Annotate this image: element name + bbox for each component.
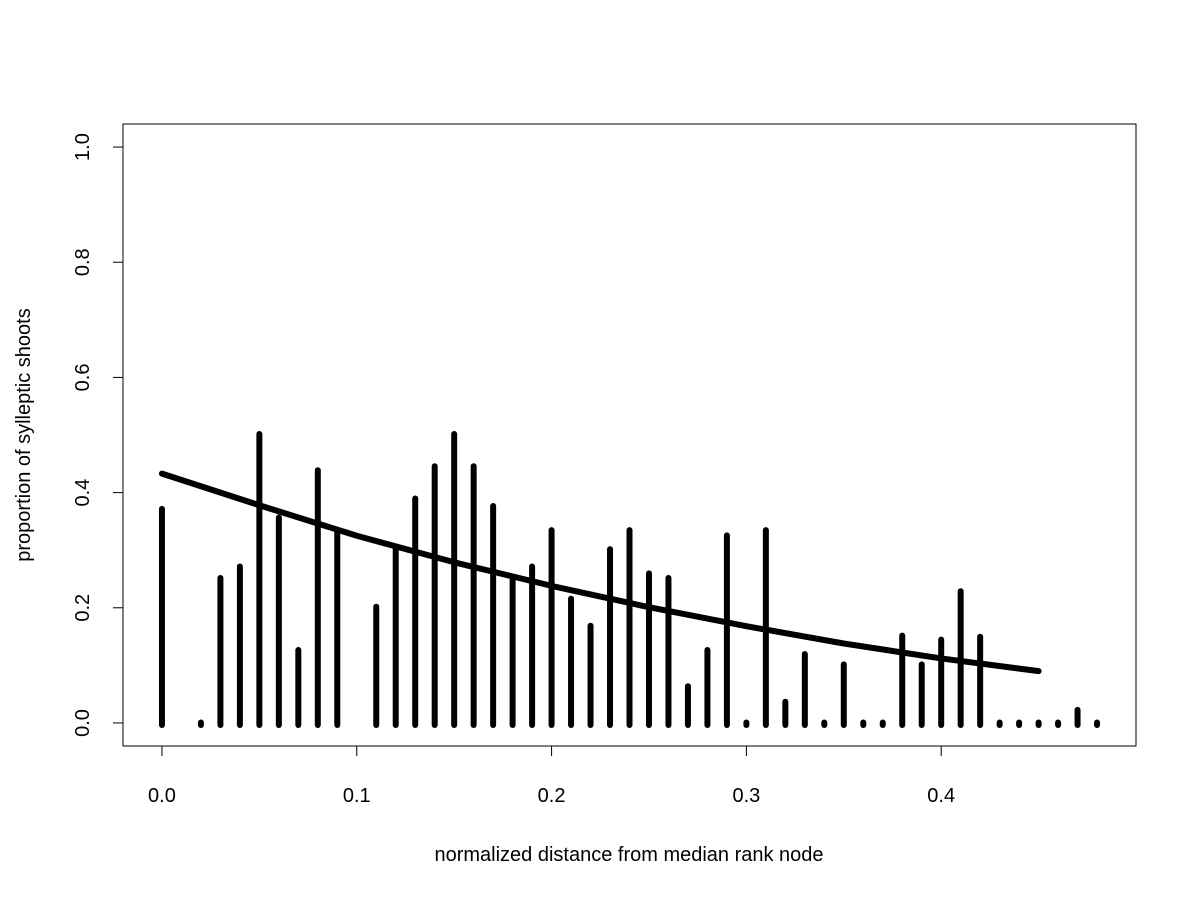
y-axis-label: proportion of sylleptic shoots <box>13 308 35 561</box>
y-tick-label: 0.4 <box>72 479 94 507</box>
y-tick-label: 0.8 <box>72 248 94 276</box>
fit-curve <box>158 470 1042 675</box>
y-tick-label: 0.2 <box>72 594 94 622</box>
y-tick-label: 1.0 <box>72 133 94 161</box>
x-axis-label: normalized distance from median rank nod… <box>434 844 823 866</box>
bars <box>158 431 1101 728</box>
x-tick-label: 0.4 <box>927 785 955 807</box>
x-tick-label: 0.0 <box>148 785 176 807</box>
x-tick-label: 0.2 <box>538 785 566 807</box>
x-axis: 0.0 0.1 0.2 0.3 0.4 <box>148 745 955 807</box>
y-axis: 0.0 0.2 0.4 0.6 0.8 1.0 <box>72 133 124 737</box>
fit-curve-group <box>158 470 1042 675</box>
y-tick-label: 0.0 <box>72 709 94 737</box>
y-tick-label: 0.6 <box>72 364 94 392</box>
x-tick-label: 0.1 <box>343 785 371 807</box>
x-tick-label: 0.3 <box>732 785 760 807</box>
